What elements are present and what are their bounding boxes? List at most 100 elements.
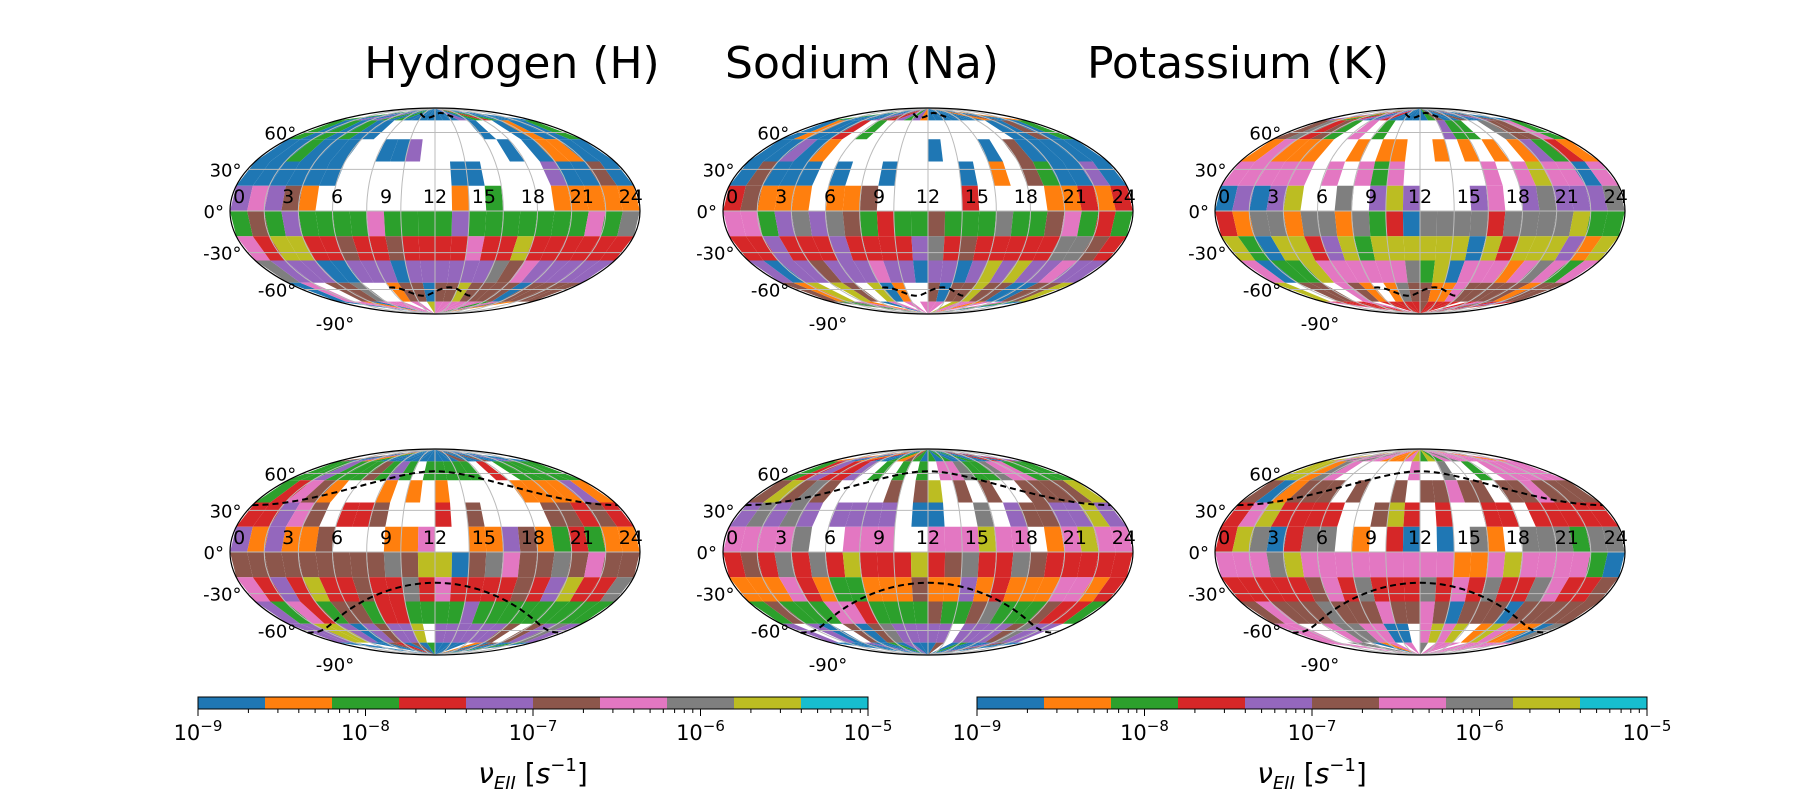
map-cell xyxy=(972,236,995,261)
map-cell xyxy=(524,623,582,643)
map-cell xyxy=(435,108,508,121)
map-cell xyxy=(569,139,615,162)
map-cell xyxy=(1444,260,1465,283)
x-tick-label: 15 xyxy=(1457,527,1481,549)
map-cell xyxy=(1456,601,1480,624)
map-cell xyxy=(1420,301,1510,314)
map-outline xyxy=(229,448,641,656)
map-cell xyxy=(533,480,570,503)
x-tick-label: 18 xyxy=(1506,186,1530,208)
map-cell xyxy=(1363,108,1420,121)
map-cell xyxy=(345,449,435,462)
map-cell xyxy=(1420,108,1461,121)
map-cell xyxy=(285,161,316,186)
map-cell xyxy=(1535,552,1557,578)
map-cell xyxy=(943,577,962,602)
map-cell xyxy=(1469,211,1489,237)
map-cell xyxy=(1237,161,1271,186)
map-cell xyxy=(315,480,350,503)
map-cell xyxy=(1539,577,1570,602)
map-cell xyxy=(994,211,1014,237)
map-cell xyxy=(1469,552,1489,578)
map-cell xyxy=(1535,526,1557,552)
map-cell xyxy=(887,108,928,121)
map-cell xyxy=(539,161,568,186)
map-cell xyxy=(386,461,411,481)
map-cell xyxy=(1468,623,1506,643)
map-cell xyxy=(1317,552,1338,578)
map-cell xyxy=(360,260,386,283)
map-cell xyxy=(569,502,601,527)
map-cell xyxy=(1043,552,1065,578)
y-tick-label: -90° xyxy=(809,655,847,676)
map-cell xyxy=(435,301,517,314)
graticule xyxy=(230,107,640,315)
map-cell xyxy=(373,461,403,481)
map-cell xyxy=(793,601,830,624)
map-cell xyxy=(883,601,904,624)
y-tick-label: 30° xyxy=(703,160,735,181)
boundary-line xyxy=(912,111,948,119)
map-cell xyxy=(496,601,525,624)
map-cell xyxy=(828,161,854,186)
map-cell xyxy=(435,260,450,283)
map-cell xyxy=(435,449,444,462)
map-cell xyxy=(353,449,435,462)
map-cell xyxy=(1322,642,1420,655)
map-cell xyxy=(745,502,779,527)
map-cell xyxy=(1215,185,1238,211)
map-cell xyxy=(1215,552,1238,578)
map-cell xyxy=(435,108,460,121)
map-cell xyxy=(533,260,570,283)
map-cell xyxy=(600,185,623,211)
map-cell xyxy=(1287,502,1316,527)
map-cell xyxy=(1535,185,1557,211)
map-cell xyxy=(928,108,1010,121)
map-cell xyxy=(361,623,395,643)
map-cell xyxy=(501,526,521,552)
y-tick-label: 0° xyxy=(204,543,224,564)
map-cell xyxy=(1062,161,1094,186)
map-cell xyxy=(1047,502,1078,527)
map-cell xyxy=(1237,577,1271,602)
map-cell xyxy=(330,139,362,162)
map-cell xyxy=(557,480,600,503)
map-cell xyxy=(1402,526,1420,552)
map-cell xyxy=(1270,236,1301,261)
map-cell xyxy=(913,601,928,624)
map-cell xyxy=(1017,502,1044,527)
map-cell xyxy=(435,642,468,655)
map-cell xyxy=(491,282,533,302)
skymap-4: 0 3 6 9 12 15 18 21 24 60° 30° 0° -30° -60° -90° xyxy=(696,448,1136,676)
map-cell xyxy=(1043,526,1065,552)
map-cell xyxy=(1110,526,1133,552)
map-cell xyxy=(984,461,1026,481)
x-tick-label: 0 xyxy=(1218,527,1230,549)
map-cell xyxy=(1518,480,1555,503)
x-tick-label: 21 xyxy=(1063,186,1087,208)
map-cell xyxy=(269,577,301,602)
map-cell xyxy=(913,260,928,283)
colorbar-swatch xyxy=(1245,697,1313,709)
map-cell xyxy=(1493,120,1543,140)
map-cell xyxy=(1283,211,1305,237)
map-cell xyxy=(1383,623,1404,643)
map-outline xyxy=(1214,448,1626,656)
map-cell xyxy=(584,502,618,527)
colorbar-swatch xyxy=(1178,697,1246,709)
map-cell xyxy=(1535,211,1557,237)
map-cell xyxy=(484,260,510,283)
map-cell xyxy=(903,301,928,314)
map-cell xyxy=(1420,642,1429,655)
map-cell xyxy=(1232,552,1255,578)
map-cell xyxy=(520,139,555,162)
map-cell xyxy=(1322,461,1364,481)
map-cell xyxy=(1584,161,1619,186)
boundary-lines xyxy=(1374,111,1459,297)
map-cell xyxy=(269,161,301,186)
map-cell xyxy=(443,461,460,481)
map-cell xyxy=(1420,480,1435,503)
map-cell xyxy=(1420,449,1510,462)
map-cell xyxy=(465,502,485,527)
map-cell xyxy=(1602,552,1625,578)
